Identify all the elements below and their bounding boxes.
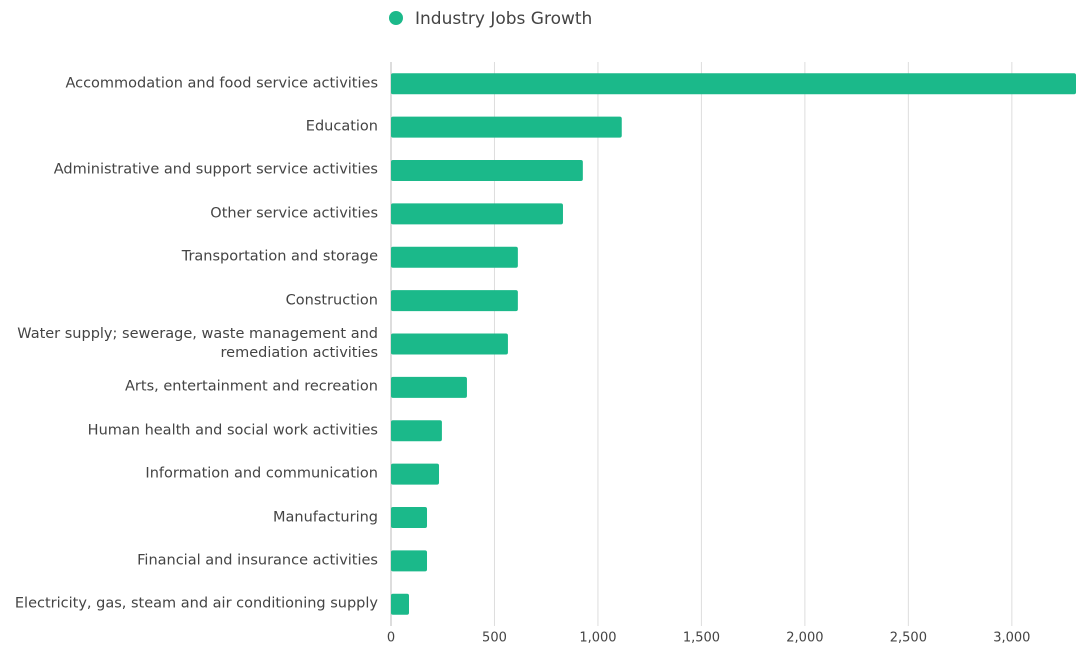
y-tick-label: Accommodation and food service activitie… xyxy=(65,75,378,92)
bar xyxy=(391,376,467,398)
y-tick-label: Education xyxy=(305,118,378,135)
bar xyxy=(391,463,440,485)
x-tick-label: 500 xyxy=(482,631,507,646)
y-tick-label: Electricity, gas, steam and air conditio… xyxy=(14,595,378,612)
x-tick-label: 1,500 xyxy=(683,631,720,646)
y-tick-label: Financial and insurance activities xyxy=(137,552,378,569)
bar xyxy=(391,550,428,572)
x-tick-label: 3,000 xyxy=(993,631,1030,646)
bar xyxy=(391,116,622,138)
y-tick-label: Other service activities xyxy=(210,205,378,222)
bar xyxy=(391,593,410,615)
y-tick-label: Transportation and storage xyxy=(181,248,378,265)
bar xyxy=(391,333,508,355)
y-tick-label: Administrative and support service activ… xyxy=(53,161,378,178)
legend-label: Industry Jobs Growth xyxy=(415,9,592,29)
bar xyxy=(391,246,518,268)
y-tick-label: Human health and social work activities xyxy=(87,422,378,439)
x-tick-label: 1,000 xyxy=(579,631,616,646)
y-tick-label: Information and communication xyxy=(145,465,378,482)
legend-marker xyxy=(389,11,403,25)
x-tick-label: 2,000 xyxy=(786,631,823,646)
y-tick-label: Construction xyxy=(285,292,378,309)
y-tick-label: Arts, entertainment and recreation xyxy=(125,378,378,395)
y-tick-label: Manufacturing xyxy=(273,509,378,526)
bar xyxy=(391,73,1076,95)
x-tick-label: 0 xyxy=(387,631,395,646)
bar xyxy=(391,203,563,225)
x-tick-label: 2,500 xyxy=(890,631,927,646)
bar xyxy=(391,420,442,442)
bar xyxy=(391,159,583,181)
bar xyxy=(391,290,518,312)
y-tick-label: Water supply; sewerage, waste management… xyxy=(17,326,378,361)
bar xyxy=(391,507,428,529)
